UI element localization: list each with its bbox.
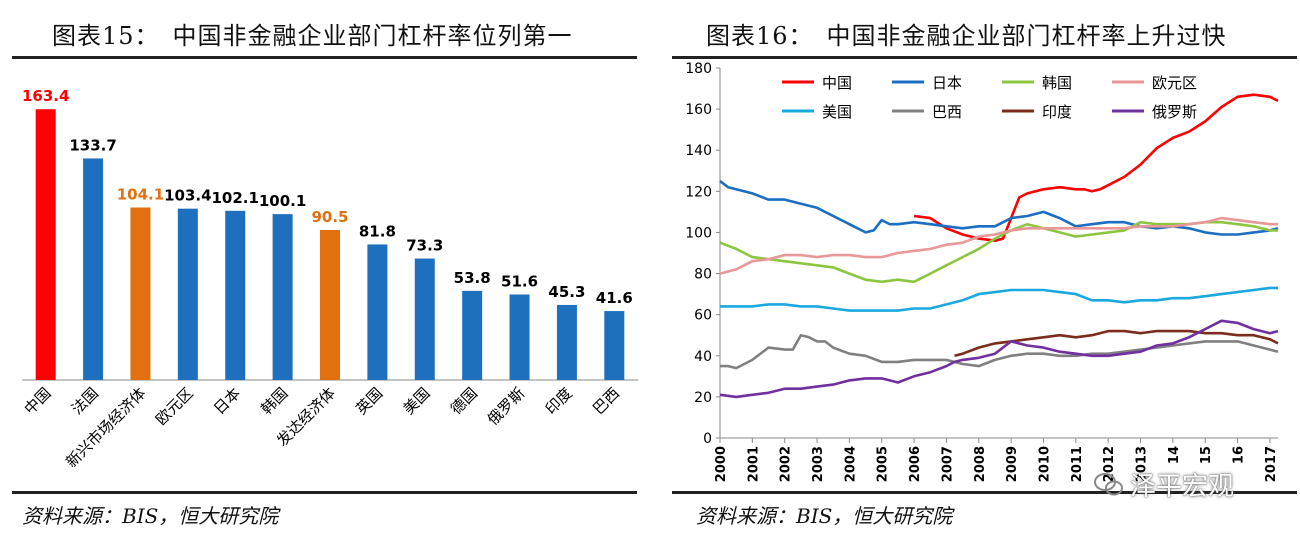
legend-label: 印度 xyxy=(1042,103,1072,121)
y-tick-label: 20 xyxy=(694,390,712,406)
left-source-rule xyxy=(12,491,637,494)
bar-value-label: 102.1 xyxy=(212,189,259,207)
x-tick-label: 2000 xyxy=(714,446,729,482)
legend-label: 俄罗斯 xyxy=(1152,103,1197,121)
category-label: 俄罗斯 xyxy=(484,384,529,429)
bar-4 xyxy=(225,210,246,380)
x-tick-label: 2002 xyxy=(779,446,794,482)
legend-label: 欧元区 xyxy=(1152,74,1197,92)
bar-value-label: 100.1 xyxy=(259,192,306,210)
legend-label: 巴西 xyxy=(932,103,962,121)
series-line-0 xyxy=(913,93,1279,242)
bar-11 xyxy=(556,304,577,380)
line-chart: 0 20 40 60 80 100 120 140 160 180 2000 2001 2002 2003… xyxy=(685,61,1279,482)
bar-value-label: 103.4 xyxy=(164,187,211,205)
bar-value-label: 73.3 xyxy=(406,237,443,255)
x-tick-label: 2010 xyxy=(1037,446,1052,482)
wechat-icon xyxy=(1094,473,1123,496)
y-tick-label: 80 xyxy=(694,267,712,283)
left-source-note: 资料来源：BIS，恒大研究院 xyxy=(22,504,279,528)
y-tick-label: 0 xyxy=(703,431,712,447)
y-tick-label: 100 xyxy=(685,225,712,241)
category-label: 巴西 xyxy=(589,384,623,418)
legend-label: 韩国 xyxy=(1042,74,1072,92)
bar-2 xyxy=(130,207,151,380)
category-label: 中国 xyxy=(21,384,55,418)
series-line-1 xyxy=(719,180,1279,236)
bar-chart: 163.4中国133.7法国104.1新兴市场经济体103.4欧元区102.1日… xyxy=(21,87,638,471)
x-tick-label: 15 xyxy=(1199,446,1214,464)
bar-value-label: 104.1 xyxy=(117,185,164,203)
bar-7 xyxy=(367,244,388,380)
x-tick-label: 2004 xyxy=(843,446,858,482)
bar-value-label: 45.3 xyxy=(548,283,585,301)
category-label: 法国 xyxy=(68,384,102,418)
series-line-4 xyxy=(720,286,1278,312)
bar-value-label: 51.6 xyxy=(501,272,538,290)
x-tick-label: 2009 xyxy=(1005,446,1020,482)
x-tick-label: 2013 xyxy=(1135,446,1150,482)
series-line-5 xyxy=(720,333,1279,370)
x-tick-label: 16 xyxy=(1232,446,1247,464)
legend-label: 美国 xyxy=(822,103,852,121)
x-tick-label: 2008 xyxy=(973,446,988,482)
y-tick-label: 60 xyxy=(694,308,712,324)
x-tick-label: 2003 xyxy=(811,446,826,482)
bar-value-label: 53.8 xyxy=(454,269,491,287)
bar-value-label: 133.7 xyxy=(69,136,116,154)
bar-9 xyxy=(462,290,483,380)
category-label: 印度 xyxy=(542,384,576,418)
left-title-rule xyxy=(12,56,637,59)
category-label: 欧元区 xyxy=(152,384,197,429)
right-panel: 图表16： 中国非金融企业部门杠杆率上升过快 0 20 40 60 80 100 120 14… xyxy=(650,0,1300,540)
y-tick-label: 180 xyxy=(685,61,712,77)
x-tick-label: 2017 xyxy=(1264,446,1279,482)
x-tick-label: 2007 xyxy=(940,446,955,482)
category-label: 日本 xyxy=(210,384,244,418)
bar-12 xyxy=(604,311,625,380)
bar-value-label: 163.4 xyxy=(22,87,69,105)
category-label: 德国 xyxy=(447,384,481,418)
x-tick-label: 2001 xyxy=(746,446,761,482)
legend-label: 日本 xyxy=(932,74,962,92)
y-tick-label: 40 xyxy=(694,349,712,365)
bar-8 xyxy=(414,258,435,380)
right-chart-title: 图表16： 中国非金融企业部门杠杆率上升过快 xyxy=(706,22,1227,50)
bar-value-label: 81.8 xyxy=(359,222,396,240)
left-chart-title: 图表15： 中国非金融企业部门杠杆率位列第一 xyxy=(52,22,573,50)
bar-value-label: 90.5 xyxy=(311,208,348,226)
x-tick-label: 2011 xyxy=(1070,446,1085,482)
x-tick-label: 2006 xyxy=(908,446,923,482)
bar-6 xyxy=(320,230,340,380)
y-tick-label: 140 xyxy=(685,143,712,159)
right-source-rule xyxy=(672,491,1297,494)
category-label: 韩国 xyxy=(257,384,291,418)
category-label: 英国 xyxy=(352,384,386,418)
bar-10 xyxy=(509,294,530,380)
x-tick-label: 14 xyxy=(1167,446,1182,464)
left-panel: 图表15： 中国非金融企业部门杠杆率位列第一 163.4 中国 133.7 法国 104… xyxy=(12,22,638,528)
bar-value-label: 41.6 xyxy=(596,289,633,307)
y-tick-label: 160 xyxy=(685,102,712,118)
y-tick-label: 120 xyxy=(685,184,712,200)
bar-3 xyxy=(177,208,198,380)
x-tick-label: 2005 xyxy=(876,446,891,482)
right-source-note: 资料来源：BIS，恒大研究院 xyxy=(696,504,953,528)
right-title-rule xyxy=(672,56,1297,59)
bar-5 xyxy=(272,214,293,380)
series-line-7 xyxy=(719,319,1279,399)
series-line-6 xyxy=(954,329,1279,358)
category-label: 美国 xyxy=(400,384,434,418)
watermark-text: 泽平宏观 xyxy=(1130,472,1235,502)
series-line-2 xyxy=(719,220,1278,284)
legend-label: 中国 xyxy=(822,74,852,92)
series-line-3 xyxy=(719,216,1278,275)
bar-1 xyxy=(83,158,104,380)
bar-0 xyxy=(35,109,56,381)
